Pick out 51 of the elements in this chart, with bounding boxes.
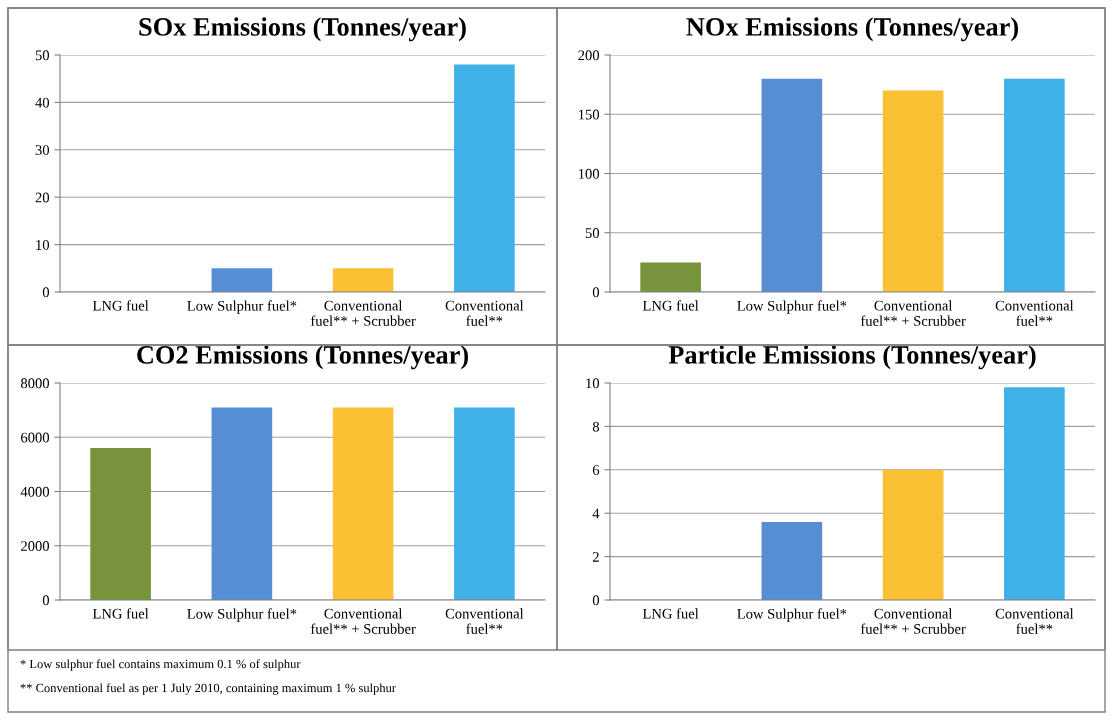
y-tick-label: 10 — [36, 239, 50, 250]
x-tick-label: LNG fuel — [642, 300, 699, 311]
x-tick-label: Conventional fuel** — [995, 608, 1074, 634]
y-tick-label: 2000 — [21, 541, 50, 551]
x-tick-label: LNG fuel — [92, 608, 149, 619]
bar — [761, 521, 823, 600]
y-tick-label: 150 — [578, 109, 600, 120]
y-tick-label: 4 — [592, 508, 600, 519]
bar — [882, 90, 944, 292]
y-tick-label: 20 — [35, 192, 50, 203]
y-tick-label: 10 — [586, 378, 600, 389]
y-tick-label: 4000 — [20, 486, 50, 497]
y-tick-label: 8000 — [20, 378, 50, 389]
y-tick-label: 0 — [592, 595, 600, 606]
y-tick-label: 40 — [35, 97, 50, 108]
x-tick-label: Conventional fuel** — [445, 300, 524, 326]
chart-title: NOx Emissions (Tonnes/year) — [686, 17, 1019, 42]
text: ** Conventional fuel as per 1 July 2010, containing maximum 1 % sulphur — [20, 683, 396, 695]
x-tick-label: LNG fuel — [92, 300, 149, 311]
chart-title: SOx Emissions (Tonnes/year) — [139, 17, 466, 42]
chart-title: CO2 Emissions (Tonnes/year) — [137, 345, 469, 370]
x-tick-label: Low Sulphur fuel* — [187, 300, 297, 314]
y-tick-label: 0 — [592, 287, 600, 298]
bar — [761, 78, 823, 292]
x-tick-label: Conventional fuel** — [445, 608, 524, 634]
y-tick-label: 6000 — [21, 432, 50, 443]
x-tick-label: Conventional fuel** + Scrubber — [310, 608, 416, 634]
bar — [1004, 78, 1065, 292]
y-tick-label: 50 — [585, 228, 600, 238]
y-tick-label: 30 — [35, 145, 50, 155]
y-tick-label: 0 — [42, 595, 50, 606]
x-tick-label: Low Sulphur fuel* — [737, 300, 847, 314]
text: * Low sulphur fuel contains maximum 0.1 % of sulphur — [20, 659, 301, 671]
bar — [1004, 387, 1065, 600]
x-tick-label: Conventional fuel** + Scrubber — [860, 300, 966, 326]
y-tick-label: 200 — [578, 50, 600, 61]
y-tick-label: 100 — [578, 168, 600, 179]
x-tick-label: Low Sulphur fuel* — [737, 608, 847, 622]
chart-title: Particle Emissions (Tonnes/year) — [668, 345, 1036, 370]
bar — [882, 469, 944, 600]
x-tick-label: LNG fuel — [642, 608, 699, 619]
x-tick-label: Low Sulphur fuel* — [187, 608, 297, 622]
x-tick-label: Conventional fuel** — [995, 300, 1074, 326]
y-tick-label: 8 — [592, 421, 600, 432]
y-tick-label: 6 — [592, 465, 600, 475]
y-tick-label: 2 — [592, 552, 599, 562]
x-tick-label: Conventional fuel** + Scrubber — [310, 300, 416, 326]
bar — [640, 262, 701, 292]
y-tick-label: 0 — [42, 287, 50, 298]
y-tick-label: 50 — [35, 50, 50, 61]
x-tick-label: Conventional fuel** + Scrubber — [860, 608, 966, 634]
